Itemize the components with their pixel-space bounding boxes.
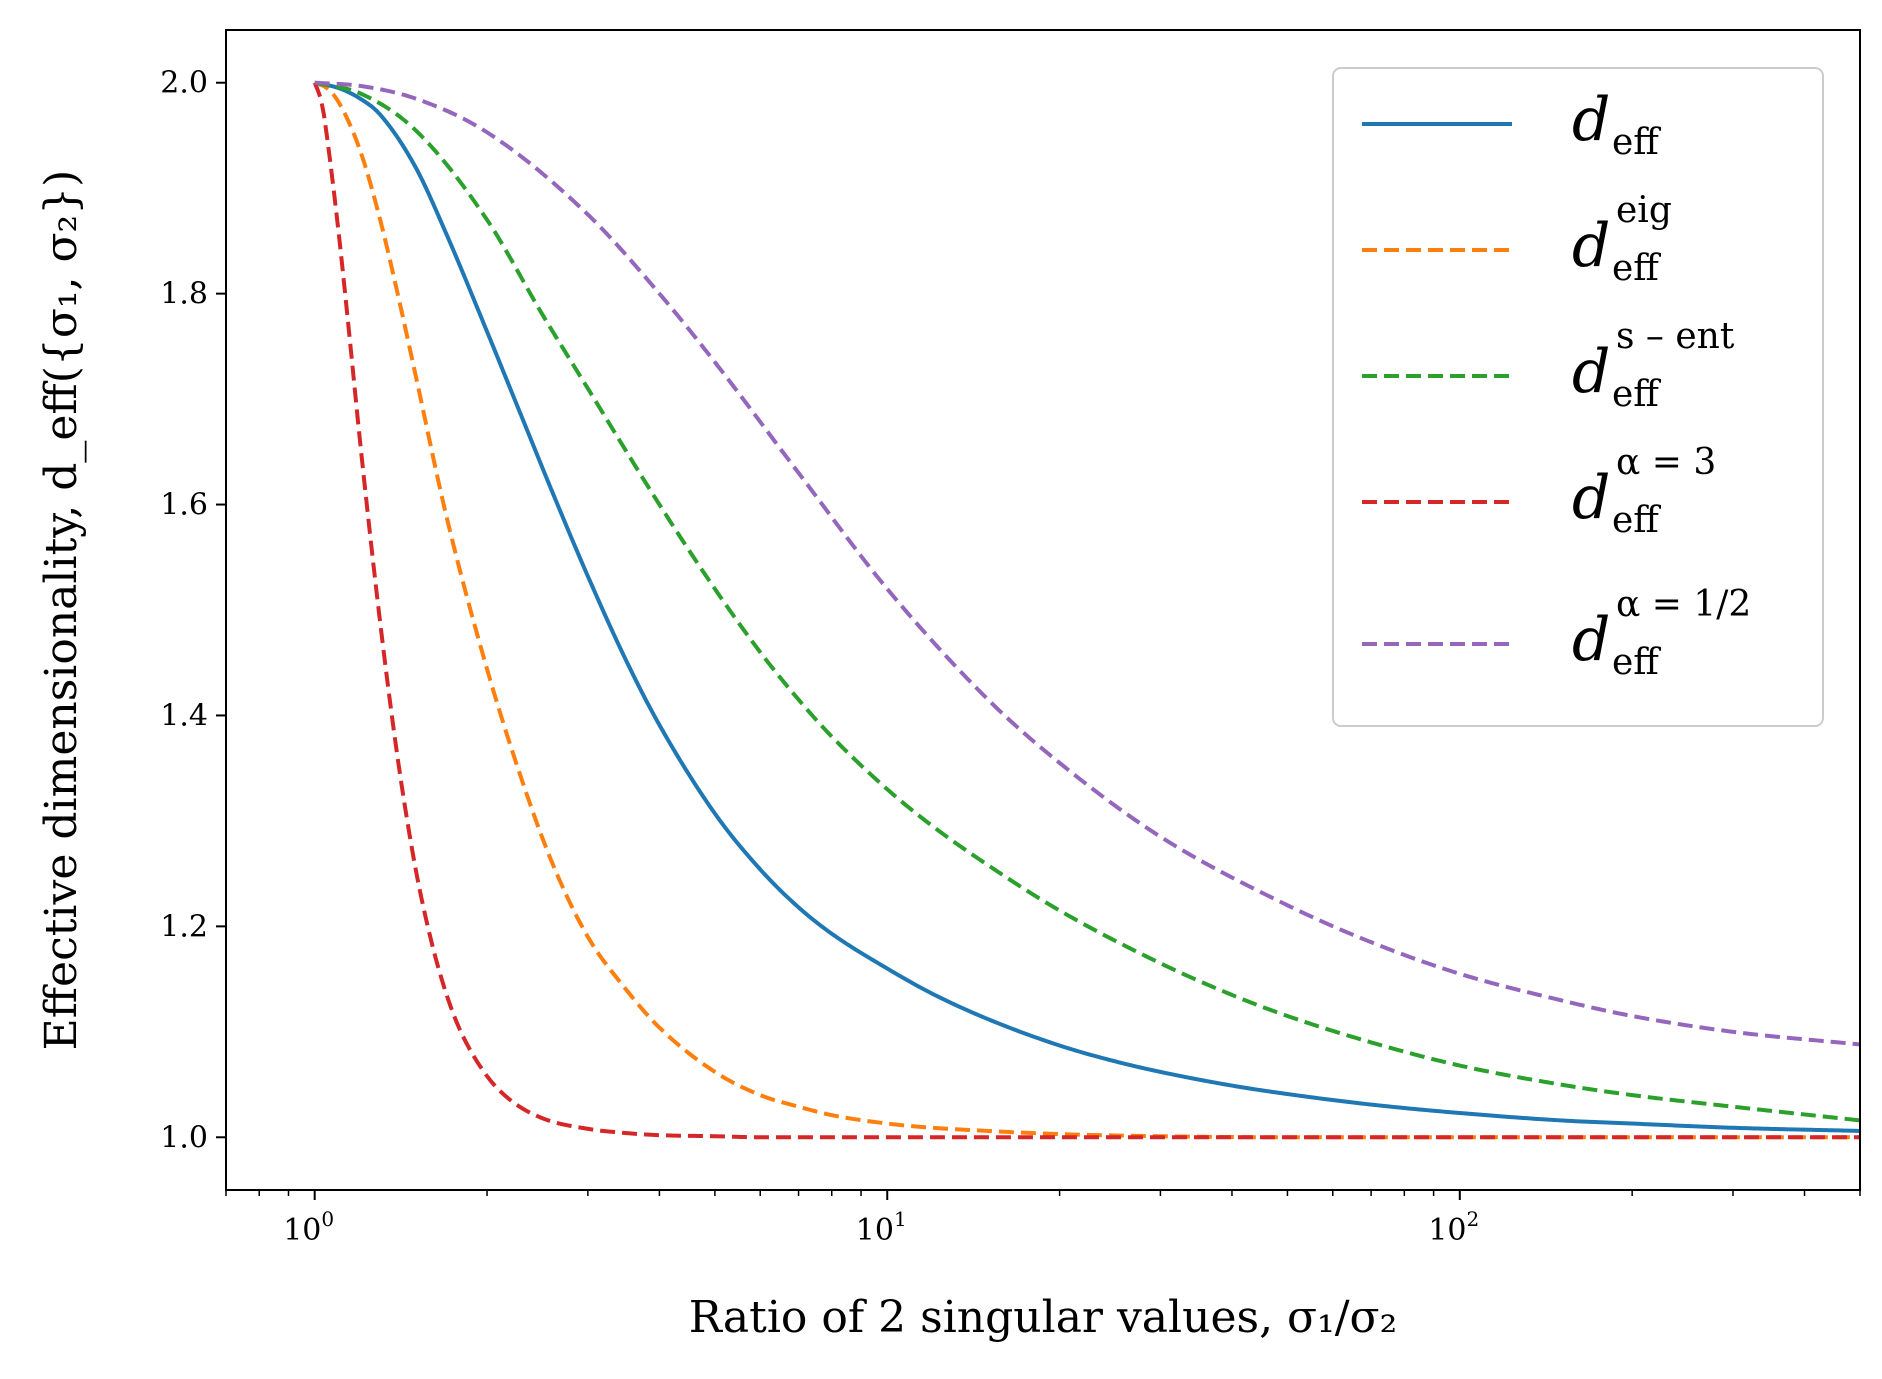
y-axis-title: Effective dimensionality, d_eff({σ₁, σ₂}…: [36, 170, 87, 1051]
x-tick-exponent: 1: [894, 1207, 907, 1231]
legend-label-main: d: [1572, 337, 1610, 407]
legend-label-subscript: eff: [1612, 122, 1661, 163]
legend-label-main: d: [1572, 211, 1610, 281]
x-tick-base: 10: [283, 1213, 321, 1248]
x-tick-base: 10: [1428, 1213, 1466, 1248]
legend-label: d: [1572, 605, 1610, 675]
legend-label-subscript: eff: [1612, 500, 1661, 541]
x-tick-label: 102: [1428, 1207, 1479, 1248]
y-tick-label: 1.0: [160, 1120, 208, 1155]
legend-label: d: [1572, 337, 1610, 407]
y-tick-label: 1.6: [160, 488, 208, 523]
legend-label: d: [1572, 211, 1610, 281]
legend-box: [1332, 67, 1824, 727]
legend-label-superscript: eig: [1616, 190, 1672, 231]
legend-label: d: [1572, 85, 1610, 155]
legend-label-superscript: α = 3: [1616, 442, 1716, 483]
legend-label-main: d: [1572, 605, 1610, 675]
legend-label-subscript: eff: [1612, 642, 1661, 683]
x-axis-title: Ratio of 2 singular values, σ₁/σ₂: [689, 1292, 1397, 1343]
legend-label-main: d: [1572, 463, 1610, 533]
x-tick-label: 100: [283, 1207, 334, 1248]
legend-label-subscript: eff: [1612, 248, 1661, 289]
series-line-5: [314, 80, 1861, 1047]
x-tick-exponent: 2: [1467, 1207, 1480, 1231]
x-tick-label: 101: [856, 1207, 907, 1248]
series-line-3: [314, 80, 1861, 1123]
y-tick-label: 2.0: [160, 66, 208, 101]
legend-label-subscript: eff: [1612, 374, 1661, 415]
legend-label-main: d: [1572, 85, 1610, 155]
series-line-1: [314, 80, 1861, 1133]
legend-label: d: [1572, 463, 1610, 533]
axes-frame: [225, 29, 1861, 1191]
series-line-4: [312, 81, 1860, 1140]
series-layer: [312, 80, 1861, 1140]
legend-label-superscript: α = 1/2: [1616, 584, 1751, 625]
x-tick-base: 10: [856, 1213, 894, 1248]
y-tick-label: 1.8: [160, 277, 208, 312]
legend-label-superscript: s – ent: [1616, 316, 1735, 357]
y-tick-label: 1.4: [160, 698, 208, 733]
x-tick-exponent: 0: [321, 1207, 334, 1231]
y-tick-label: 1.2: [160, 909, 208, 944]
